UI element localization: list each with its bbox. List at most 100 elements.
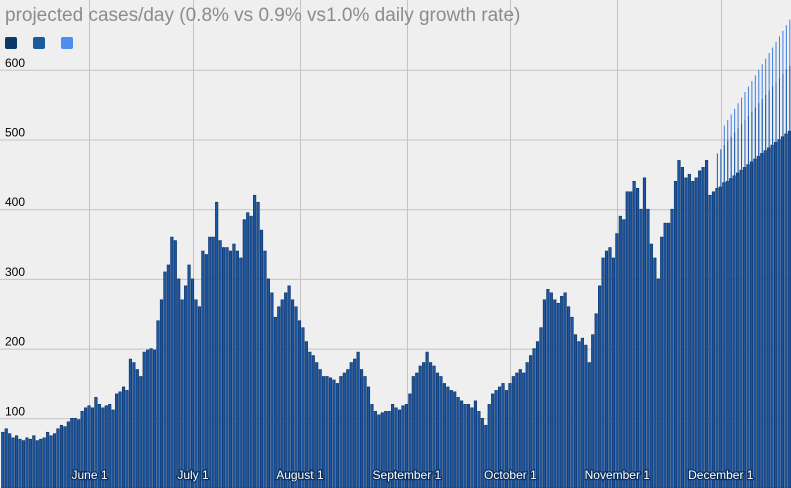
bar xyxy=(670,208,674,488)
bar xyxy=(525,362,529,488)
y-tick-label: 400 xyxy=(5,195,25,209)
x-axis-ticks: June 1 July 1 August 1 September 1 October 1… xyxy=(70,467,755,484)
bar xyxy=(366,386,371,488)
bar xyxy=(253,194,257,488)
bar xyxy=(401,405,405,488)
bar xyxy=(449,390,453,488)
bar xyxy=(256,201,260,488)
bar xyxy=(215,201,219,488)
bar xyxy=(625,191,629,488)
bar xyxy=(135,369,139,488)
bar xyxy=(442,383,446,488)
bar xyxy=(311,355,315,488)
bar xyxy=(687,174,691,488)
bar xyxy=(546,289,550,488)
legend-swatch-2 xyxy=(61,37,73,49)
bar xyxy=(632,181,636,488)
bar xyxy=(118,391,122,488)
bar xyxy=(318,369,322,488)
bar xyxy=(304,341,308,488)
bar xyxy=(570,316,574,488)
bar xyxy=(115,393,119,488)
bar xyxy=(235,250,239,488)
bar xyxy=(608,247,612,488)
bar xyxy=(84,407,88,488)
bar xyxy=(701,167,705,488)
bar xyxy=(315,362,319,488)
y-tick-label: 100 xyxy=(5,404,25,418)
bar xyxy=(242,219,246,488)
bar xyxy=(494,390,498,488)
bar xyxy=(108,404,112,488)
bar xyxy=(128,358,132,488)
bar xyxy=(32,435,36,488)
bar xyxy=(756,155,760,488)
bar xyxy=(594,313,598,488)
bar xyxy=(177,278,181,488)
x-tick-label: December 1 xyxy=(688,468,754,482)
bar xyxy=(532,348,536,488)
bar xyxy=(380,412,384,488)
bar xyxy=(773,141,778,488)
bar xyxy=(35,440,39,488)
x-tick-label: June 1 xyxy=(71,468,107,482)
bar xyxy=(184,285,188,488)
bar xyxy=(273,316,277,488)
bar xyxy=(187,264,191,488)
bar xyxy=(415,372,419,488)
bar xyxy=(259,229,264,488)
bar xyxy=(598,285,602,488)
bar xyxy=(784,133,788,488)
x-tick-label: August 1 xyxy=(276,468,324,482)
bar xyxy=(328,377,333,488)
bar xyxy=(284,292,288,488)
bar xyxy=(66,421,70,488)
bar xyxy=(725,181,729,488)
bar xyxy=(218,240,222,488)
bar xyxy=(363,376,367,488)
bar xyxy=(529,355,533,488)
bar xyxy=(770,144,774,488)
bar xyxy=(349,362,353,488)
bar xyxy=(163,271,167,488)
bar xyxy=(159,299,164,488)
x-tick-label: October 1 xyxy=(484,468,537,482)
bar xyxy=(698,170,702,488)
bar xyxy=(325,376,329,488)
bar xyxy=(49,435,53,488)
bar xyxy=(635,187,640,488)
bar xyxy=(504,390,509,488)
bar xyxy=(515,372,519,488)
bar xyxy=(711,191,716,488)
bar xyxy=(629,191,633,488)
bar xyxy=(477,411,481,488)
bar xyxy=(297,320,302,488)
bar xyxy=(104,405,108,488)
bar xyxy=(342,372,346,488)
bar xyxy=(456,397,460,488)
bar xyxy=(691,181,695,488)
bar xyxy=(308,351,312,488)
bar xyxy=(746,164,750,488)
bar xyxy=(722,182,726,488)
bar xyxy=(435,372,440,488)
y-axis-ticks: 100 200 300 400 500 600 xyxy=(5,56,25,418)
bar xyxy=(573,334,578,488)
x-tick-label: July 1 xyxy=(177,468,209,482)
x-tick-label: September 1 xyxy=(373,468,442,482)
bar xyxy=(667,222,671,488)
bar xyxy=(290,299,295,488)
bar xyxy=(266,278,270,488)
bar xyxy=(535,341,540,488)
bar xyxy=(139,376,143,488)
bar xyxy=(584,344,588,488)
bar xyxy=(239,257,243,488)
bar xyxy=(228,250,233,488)
bar xyxy=(149,348,153,488)
bar xyxy=(173,240,177,488)
bar xyxy=(511,376,515,488)
y-tick-label: 300 xyxy=(5,265,25,279)
bar xyxy=(646,208,650,488)
bar xyxy=(142,351,146,488)
